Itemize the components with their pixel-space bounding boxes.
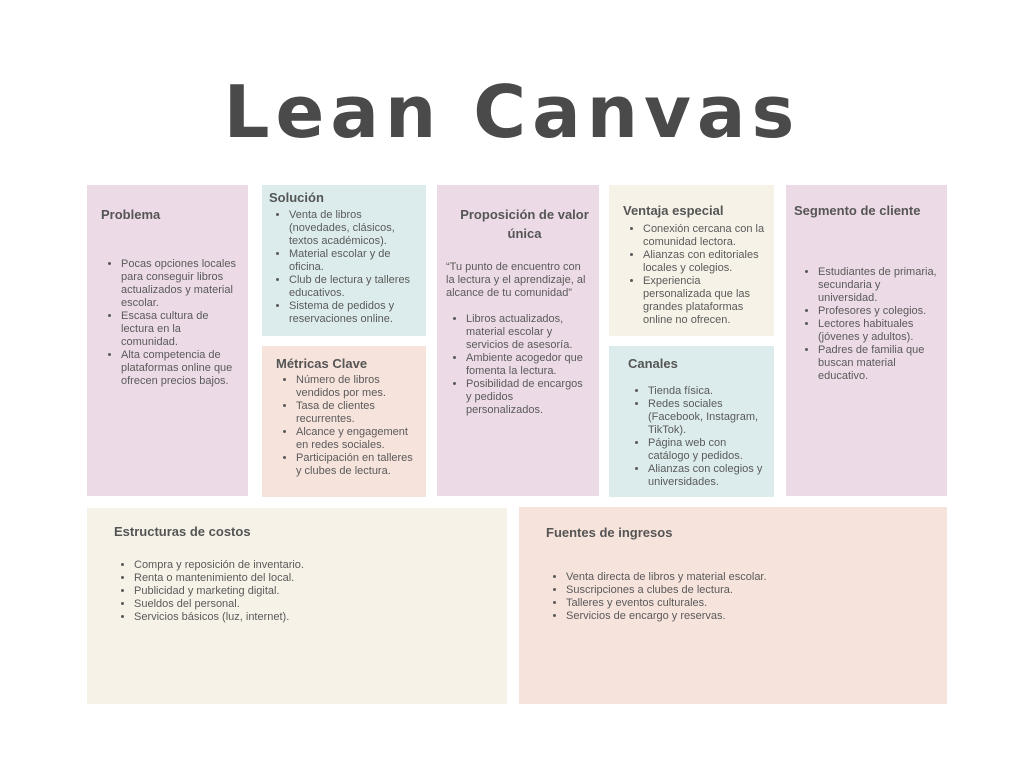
problema-heading: Problema [101, 207, 161, 222]
list-item: Suscripciones a clubes de lectura. [566, 584, 937, 597]
list-item: Estudiantes de primaria, secundaria y un… [818, 266, 941, 305]
list-item: Libros actualizados, material escolar y … [466, 313, 591, 352]
costos-heading: Estructuras de costos [114, 524, 251, 539]
metricas-section: Métricas Clave Número de libros vendidos… [262, 346, 426, 497]
segmento-section: Segmento de cliente Estudiantes de prima… [786, 185, 947, 496]
list-item: Servicios de encargo y reservas. [566, 610, 937, 623]
list-item: Redes sociales (Facebook, Instagram, Tik… [648, 398, 768, 437]
list-item: Pocas opciones locales para conseguir li… [121, 258, 238, 310]
list-item: Experiencia personalizada que las grande… [643, 275, 768, 327]
solucion-heading: Solución [269, 190, 324, 205]
propuesta-quote: “Tu punto de encuentro con la lectura y … [446, 261, 586, 299]
costos-list: Compra y reposición de inventario. Renta… [114, 559, 497, 624]
metricas-heading: Métricas Clave [276, 356, 368, 371]
ingresos-list: Venta directa de libros y material escol… [546, 571, 937, 623]
list-item: Participación en talleres y clubes de le… [296, 452, 418, 478]
list-item: Renta o mantenimiento del local. [134, 572, 497, 585]
canales-heading: Canales [628, 356, 678, 371]
list-item: Compra y reposición de inventario. [134, 559, 497, 572]
page-title: Lean Canvas [223, 70, 801, 154]
propuesta-section: Proposición de valor única “Tu punto de … [437, 185, 599, 496]
list-item: Alianzas con colegios y universidades. [648, 463, 768, 489]
list-item: Venta directa de libros y material escol… [566, 571, 937, 584]
costos-section: Estructuras de costos Compra y reposició… [87, 508, 507, 704]
list-item: Venta de libros (novedades, clásicos, te… [289, 209, 418, 248]
canales-section: Canales Tienda física. Redes sociales (F… [609, 346, 774, 497]
list-item: Posibilidad de encargos y pedidos person… [466, 378, 591, 417]
list-item: Servicios básicos (luz, internet). [134, 611, 497, 624]
segmento-list: Estudiantes de primaria, secundaria y un… [794, 266, 941, 383]
ingresos-section: Fuentes de ingresos Venta directa de lib… [519, 507, 947, 704]
ventaja-section: Ventaja especial Conexión cercana con la… [609, 185, 774, 336]
problema-section: Problema Pocas opciones locales para con… [87, 185, 248, 496]
solucion-list: Venta de libros (novedades, clásicos, te… [269, 209, 418, 326]
propuesta-heading: Proposición de valor única [460, 207, 589, 241]
list-item: Conexión cercana con la comunidad lector… [643, 223, 768, 249]
metricas-list: Número de libros vendidos por mes. Tasa … [276, 374, 418, 478]
ingresos-heading: Fuentes de ingresos [546, 525, 673, 540]
list-item: Lectores habituales (jóvenes y adultos). [818, 318, 941, 344]
list-item: Ambiente acogedor que fomenta la lectura… [466, 352, 591, 378]
propuesta-list: Libros actualizados, material escolar y … [446, 313, 591, 417]
list-item: Alta competencia de plataformas online q… [121, 349, 238, 388]
list-item: Padres de familia que buscan material ed… [818, 344, 941, 383]
list-item: Tasa de clientes recurrentes. [296, 400, 418, 426]
segmento-heading: Segmento de cliente [794, 203, 921, 218]
list-item: Sueldos del personal. [134, 598, 497, 611]
list-item: Alcance y engagement en redes sociales. [296, 426, 418, 452]
list-item: Club de lectura y talleres educativos. [289, 274, 418, 300]
canales-list: Tienda física. Redes sociales (Facebook,… [628, 385, 768, 489]
problema-list: Pocas opciones locales para conseguir li… [101, 258, 238, 388]
ventaja-list: Conexión cercana con la comunidad lector… [623, 223, 768, 327]
list-item: Material escolar y de oficina. [289, 248, 418, 274]
solucion-section: Solución Venta de libros (novedades, clá… [262, 185, 426, 336]
list-item: Sistema de pedidos y reservaciones onlin… [289, 300, 418, 326]
list-item: Página web con catálogo y pedidos. [648, 437, 768, 463]
list-item: Escasa cultura de lectura en la comunida… [121, 310, 238, 349]
list-item: Número de libros vendidos por mes. [296, 374, 418, 400]
list-item: Talleres y eventos culturales. [566, 597, 937, 610]
list-item: Alianzas con editoriales locales y coleg… [643, 249, 768, 275]
list-item: Tienda física. [648, 385, 768, 398]
list-item: Profesores y colegios. [818, 305, 941, 318]
list-item: Publicidad y marketing digital. [134, 585, 497, 598]
ventaja-heading: Ventaja especial [623, 203, 724, 218]
